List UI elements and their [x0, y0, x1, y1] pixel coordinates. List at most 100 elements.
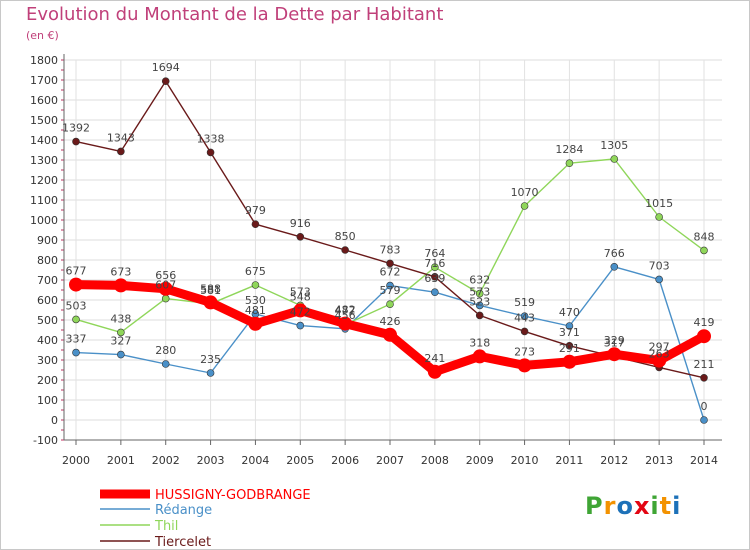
data-label: 0	[700, 400, 707, 413]
data-point	[386, 281, 394, 290]
y-tick-label: 200	[37, 374, 58, 387]
y-tick-label: 100	[37, 394, 58, 407]
x-tick-label: 2004	[241, 454, 269, 467]
data-point	[72, 137, 80, 146]
y-tick-label: 0	[51, 414, 58, 427]
data-label: 716	[424, 257, 445, 270]
y-tick-label: 1700	[30, 74, 58, 87]
data-point	[341, 246, 349, 254]
y-tick-label: 600	[37, 294, 58, 307]
proxiti-logo[interactable]: Proxiti	[585, 492, 681, 520]
data-point	[475, 301, 484, 310]
data-label: 235	[200, 353, 221, 366]
data-label: 472	[290, 306, 311, 319]
x-tick-label: 2000	[62, 454, 90, 467]
data-label: 639	[424, 272, 445, 285]
y-tick-label: 1400	[30, 134, 58, 147]
data-point	[431, 263, 439, 272]
data-label: 456	[335, 309, 356, 322]
data-point	[700, 246, 708, 255]
x-tick-label: 2005	[286, 454, 314, 467]
data-label: 297	[649, 341, 670, 354]
data-point	[206, 369, 215, 377]
logo-letter: P	[585, 492, 604, 520]
data-label: 703	[649, 259, 670, 272]
data-label: 371	[559, 326, 580, 339]
y-tick-label: 400	[37, 334, 58, 347]
data-label: 916	[290, 217, 311, 230]
data-point	[655, 275, 663, 284]
data-label: 211	[693, 358, 714, 371]
data-point	[431, 288, 439, 297]
x-tick-label: 2013	[645, 454, 673, 467]
y-tick-label: 1100	[30, 194, 58, 207]
x-tick-label: 2007	[376, 454, 404, 467]
y-tick-label: 700	[37, 274, 58, 287]
data-label: 581	[200, 284, 221, 297]
data-point	[161, 294, 170, 303]
data-label: 426	[379, 315, 400, 328]
x-tick-label: 2001	[107, 454, 135, 467]
data-label: 579	[379, 284, 400, 297]
data-point	[72, 348, 80, 357]
data-label: 263	[649, 347, 670, 360]
y-tick-label: 1000	[30, 214, 58, 227]
data-label: 482	[335, 304, 356, 317]
data-label: 607	[155, 279, 176, 292]
data-label: 783	[379, 243, 400, 256]
y-tick-label: 1600	[30, 94, 58, 107]
data-point	[562, 354, 577, 369]
data-label: 573	[290, 285, 311, 298]
data-label: 317	[604, 337, 625, 350]
x-tick-label: 2010	[511, 454, 539, 467]
data-point	[69, 277, 83, 292]
data-point	[296, 233, 305, 241]
data-point	[565, 159, 574, 167]
logo-letter: x	[633, 492, 651, 520]
data-point	[293, 303, 308, 318]
y-tick-label: 1200	[30, 174, 58, 187]
data-point	[431, 272, 439, 281]
logo-letter: o	[616, 492, 634, 520]
data-point	[520, 312, 529, 321]
y-tick-label: 1500	[30, 114, 58, 127]
y-tick-label: 1800	[30, 54, 58, 67]
data-point	[382, 327, 397, 342]
data-point	[472, 349, 487, 364]
data-label: 443	[514, 311, 535, 324]
logo-letter: i	[672, 492, 682, 520]
data-point	[296, 321, 305, 330]
data-label: 318	[469, 336, 490, 349]
data-point	[117, 147, 125, 156]
data-point	[206, 148, 215, 157]
data-label: 1343	[107, 131, 135, 144]
data-label: 523	[469, 295, 490, 308]
data-point	[475, 289, 484, 298]
data-label: 1694	[152, 61, 180, 74]
y-tick-label: 500	[37, 314, 58, 327]
data-point	[338, 316, 353, 331]
data-point	[248, 316, 263, 331]
data-point	[610, 155, 619, 163]
data-point	[700, 416, 708, 424]
data-label: 850	[335, 230, 356, 243]
data-label: 979	[245, 204, 266, 217]
logo-letter: i	[650, 492, 660, 520]
data-label: 1070	[511, 186, 539, 199]
data-label: 764	[424, 247, 445, 260]
data-label: 477	[335, 305, 356, 318]
data-point	[655, 213, 663, 221]
data-label: 1305	[600, 139, 628, 152]
data-point	[696, 329, 711, 344]
data-point	[161, 360, 170, 368]
data-label: 530	[245, 294, 266, 307]
y-tick-label: 900	[37, 234, 58, 247]
data-point	[607, 347, 622, 362]
data-label: 419	[693, 316, 714, 329]
data-label: 677	[66, 265, 87, 278]
data-point	[158, 281, 173, 296]
data-point	[251, 281, 260, 289]
data-label: 241	[424, 352, 445, 365]
data-label: 672	[379, 266, 400, 279]
